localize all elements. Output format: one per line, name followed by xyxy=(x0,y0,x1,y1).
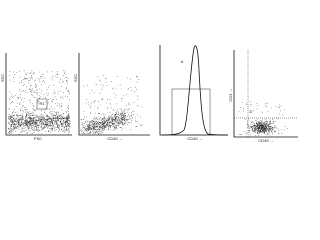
x-label: CD45 → xyxy=(258,138,273,143)
x-label: FSC xyxy=(34,136,42,141)
gate-label: D xyxy=(250,109,253,114)
panel: CD45 → SSC xyxy=(73,53,150,141)
x-label: CD45 → xyxy=(107,136,122,141)
gate xyxy=(171,88,211,136)
panel: A CD45 → xyxy=(159,45,229,141)
panel: D CD45 → CD3 → xyxy=(228,50,298,143)
axes xyxy=(78,53,150,136)
y-label: CD3 → xyxy=(228,88,233,101)
figure: R1 FSC SSC CD45 → SSC A CD45 → D CD45 → … xyxy=(0,45,298,143)
axes xyxy=(5,53,72,136)
histogram xyxy=(161,45,229,136)
axes xyxy=(159,45,228,136)
event-cloud xyxy=(8,70,71,126)
axes xyxy=(233,50,298,138)
y-label: SSC xyxy=(73,74,78,82)
page: R1 FSC SSC CD45 → SSC A CD45 → D CD45 → … xyxy=(0,45,298,144)
quadrant-lines xyxy=(234,50,298,137)
event-cloud xyxy=(80,104,135,135)
panel: R1 FSC SSC xyxy=(0,53,72,141)
gate-label: R1 xyxy=(39,101,45,106)
event-cloud xyxy=(8,108,71,135)
marker-label: A xyxy=(181,59,184,64)
x-label: CD45 → xyxy=(187,136,202,141)
y-label: SSC xyxy=(0,74,5,82)
event-cloud xyxy=(246,118,280,136)
contour xyxy=(7,117,71,134)
